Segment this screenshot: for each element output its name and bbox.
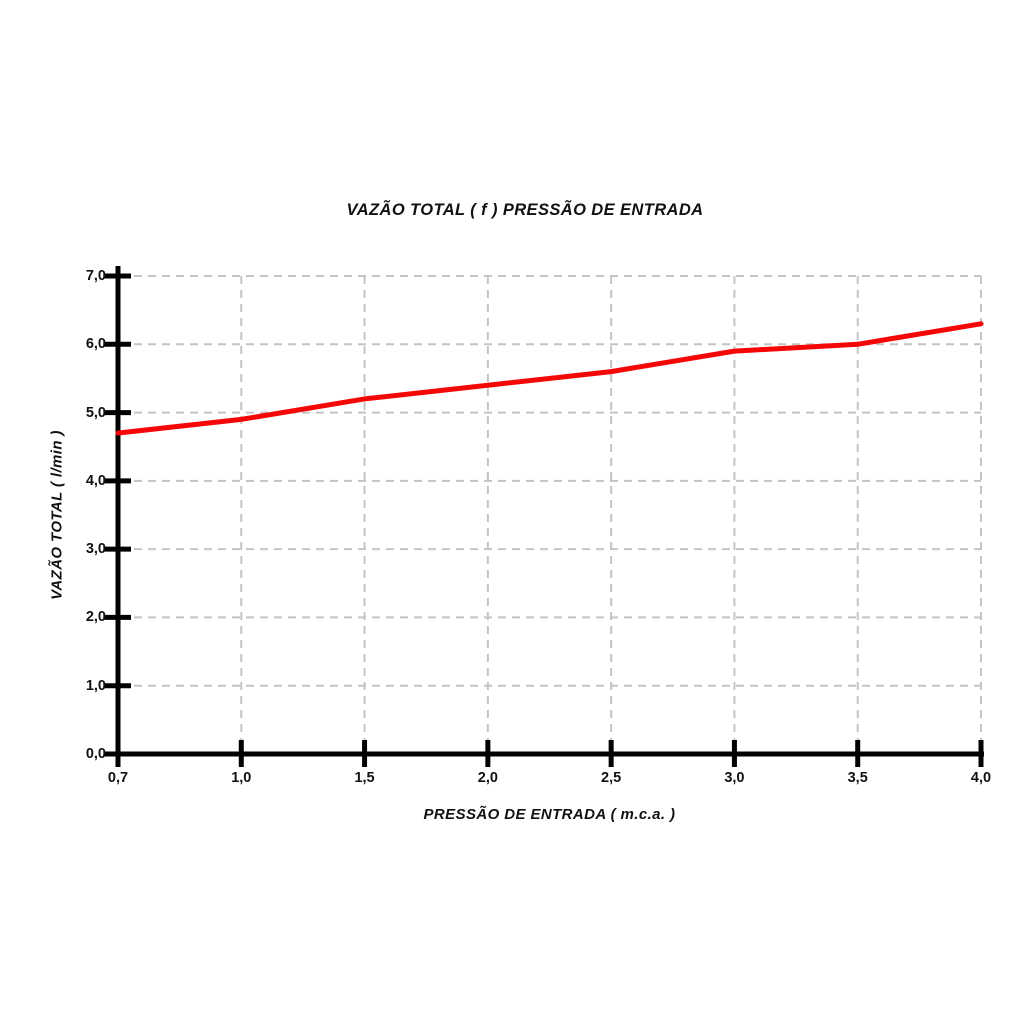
- x-tick-label: 3,5: [847, 770, 868, 786]
- series-line: [115, 321, 984, 436]
- y-tick-label: 1,0: [85, 677, 106, 694]
- x-tick-label: 3,0: [724, 770, 745, 786]
- x-tick-label: 2,0: [477, 770, 498, 786]
- y-axis-title: VAZÃO TOTAL ( l/min ): [48, 430, 66, 600]
- y-tick-label: 2,0: [85, 609, 106, 626]
- y-tick-label: 6,0: [85, 336, 106, 353]
- y-tick-label: 5,0: [85, 404, 106, 421]
- y-tick-label: 0,0: [85, 746, 106, 762]
- x-tick-label: 1,0: [231, 770, 252, 786]
- x-tick-label: 1,5: [354, 770, 375, 786]
- x-axis-title: PRESSÃO DE ENTRADA ( m.c.a. ): [423, 806, 676, 823]
- x-tick-label: 0,7: [107, 770, 129, 786]
- y-tick-label: 4,0: [85, 472, 106, 489]
- y-tick-label: 7,0: [85, 268, 106, 284]
- x-tick-label: 4,0: [970, 770, 992, 786]
- x-tick-label: 2,5: [601, 770, 622, 786]
- y-tick-label: 3,0: [85, 541, 106, 558]
- chart-title: VAZÃO TOTAL ( f ) PRESSÃO DE ENTRADA: [346, 201, 704, 219]
